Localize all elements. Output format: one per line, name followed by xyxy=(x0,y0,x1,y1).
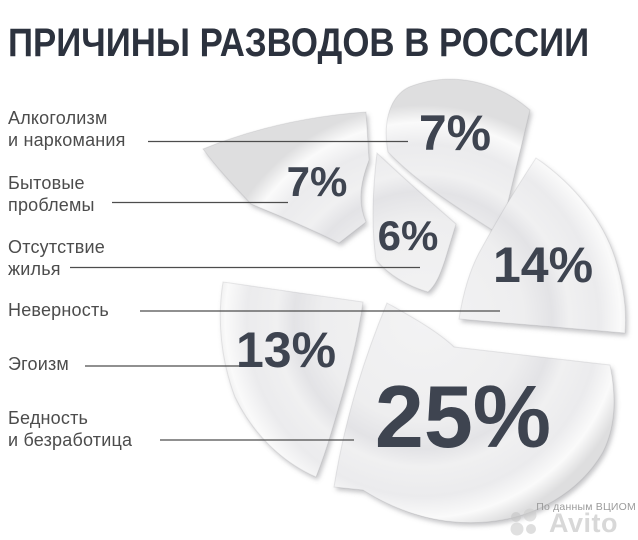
label-line: проблемы xyxy=(8,194,95,215)
plate-piece-egoism xyxy=(219,281,364,478)
percent-alcoholism: 7% xyxy=(419,105,491,161)
label-line: Алкоголизм xyxy=(8,108,108,128)
label-line: Отсутствие xyxy=(8,237,105,257)
watermark-text: Avito xyxy=(549,507,618,538)
plate-piece-household-problems xyxy=(202,111,370,244)
percent-infidelity: 14% xyxy=(493,237,593,293)
source-attribution: По данным ВЦИОМ xyxy=(536,501,636,513)
label-line: Бедность xyxy=(8,408,89,428)
label-line: и наркомания xyxy=(8,129,126,150)
percent-values: 7% 7% 6% 14% 13% 25% xyxy=(236,105,593,466)
label-infidelity: Неверность xyxy=(8,300,109,322)
plate-piece-no-housing xyxy=(372,151,457,293)
percent-egoism: 13% xyxy=(236,322,336,378)
label-no-housing: Отсутствие жилья xyxy=(8,237,105,280)
label-egoism: Эгоизм xyxy=(8,354,69,376)
percent-no-housing: 6% xyxy=(378,212,439,259)
watermark: Avito xyxy=(506,508,618,538)
plate-piece-alcoholism xyxy=(385,78,531,236)
label-line: и безработица xyxy=(8,429,133,450)
label-poverty: Бедность и безработица xyxy=(8,408,132,451)
label-line: Эгоизм xyxy=(8,354,70,374)
label-alcoholism: Алкоголизм и наркомания xyxy=(8,108,126,151)
plate-shards xyxy=(202,78,627,524)
avito-logo-icon xyxy=(510,508,537,536)
label-household-problems: Бытовые проблемы xyxy=(8,173,95,216)
percent-poverty: 25% xyxy=(375,367,551,466)
label-line: Неверность xyxy=(8,300,109,320)
label-line: Бытовые xyxy=(8,173,85,193)
label-line: жилья xyxy=(8,258,61,279)
page-title: ПРИЧИНЫ РАЗВОДОВ В РОССИИ xyxy=(8,21,590,65)
plate-piece-infidelity xyxy=(458,157,627,334)
percent-household-problems: 7% xyxy=(287,158,348,205)
callout-lines xyxy=(70,140,500,441)
